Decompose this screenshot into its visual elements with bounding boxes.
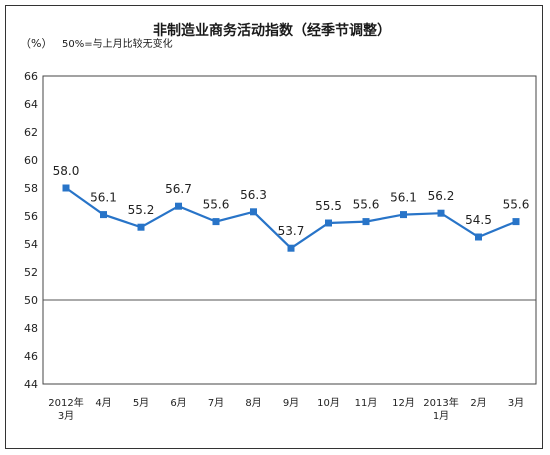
- data-point: [362, 218, 370, 226]
- data-label: 55.2: [128, 203, 155, 217]
- plot-border: [42, 75, 537, 385]
- y-tick-label: 50: [24, 294, 38, 307]
- x-tick-label: 7月: [208, 397, 224, 409]
- y-tick-label: 46: [24, 350, 38, 363]
- y-tick-label: 62: [24, 126, 38, 139]
- data-label: 56.2: [428, 189, 455, 203]
- data-point: [137, 223, 145, 231]
- data-point: [325, 219, 332, 227]
- data-point: [62, 184, 70, 192]
- y-tick-label: 48: [24, 322, 38, 335]
- x-tick-label: 3月: [58, 410, 74, 422]
- y-axis-unit: （%）: [20, 37, 52, 50]
- y-tick-label: 64: [24, 98, 38, 111]
- data-point: [475, 233, 482, 241]
- chart-title: 非制造业商务活动指数（经季节调整）: [153, 22, 391, 39]
- y-tick-label: 52: [24, 266, 38, 279]
- data-point: [437, 209, 445, 217]
- y-tick-label: 56: [24, 210, 38, 223]
- data-point: [100, 211, 107, 219]
- x-tick-label: 3月: [508, 397, 524, 409]
- series-markers: [62, 184, 520, 252]
- y-tick-label: 54: [24, 238, 38, 251]
- x-tick-label: 10月: [317, 397, 340, 409]
- data-label: 56.1: [90, 191, 117, 205]
- data-point: [400, 211, 407, 219]
- x-tick-label: 2013年: [423, 396, 458, 409]
- data-label: 56.1: [390, 191, 417, 205]
- data-label: 55.6: [503, 198, 530, 212]
- data-labels: 58.0 56.1 55.2 56.7 55.6 56.3 53.7 55.5 55.6 56.1…: [53, 164, 530, 238]
- y-tick-label: 58: [24, 182, 38, 195]
- data-label: 55.6: [203, 198, 230, 212]
- y-tick-label: 66: [24, 70, 38, 83]
- y-tick-label: 60: [24, 154, 38, 167]
- x-tick-label: 5月: [133, 397, 149, 409]
- data-point: [212, 218, 220, 226]
- x-tick-label: 1月: [433, 410, 449, 422]
- x-tick-label: 2012年: [48, 396, 83, 409]
- reference-note: 50%=与上月比较无变化: [62, 37, 173, 50]
- data-point: [175, 202, 182, 210]
- data-point: [287, 244, 295, 252]
- data-label: 53.7: [278, 224, 305, 238]
- data-label: 56.3: [240, 188, 267, 202]
- x-tick-label: 4月: [95, 397, 111, 409]
- data-point: [512, 218, 520, 226]
- data-label: 54.5: [465, 213, 492, 227]
- x-tick-label: 9月: [283, 397, 299, 409]
- data-label: 55.6: [353, 198, 380, 212]
- x-tick-label: 8月: [245, 397, 261, 409]
- chart-frame: [5, 5, 543, 449]
- y-axis: 44 46 48 50 52 54 56 58 60 62 64 66: [24, 70, 38, 391]
- x-tick-label: 2月: [470, 397, 486, 409]
- x-tick-label: 11月: [355, 397, 378, 409]
- data-label: 58.0: [53, 164, 80, 178]
- data-label: 56.7: [165, 182, 192, 196]
- y-tick-label: 44: [24, 378, 38, 391]
- x-tick-label: 12月: [392, 397, 415, 409]
- x-tick-label: 6月: [170, 397, 186, 409]
- data-label: 55.5: [315, 199, 342, 213]
- data-point: [250, 208, 257, 216]
